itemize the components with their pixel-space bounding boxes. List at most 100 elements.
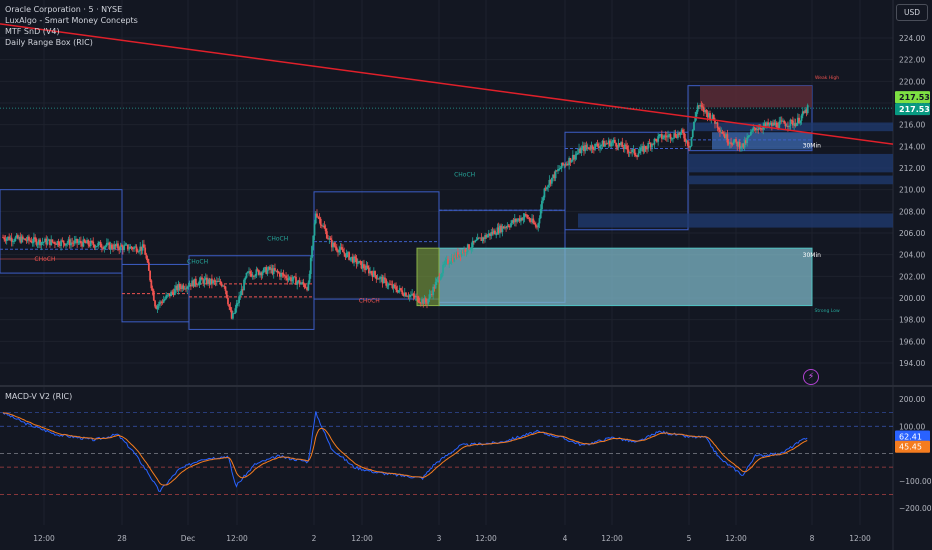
chart-annotation: Weak High xyxy=(815,75,839,81)
candle-body xyxy=(243,279,245,291)
candle-body xyxy=(391,284,394,289)
candle-body xyxy=(704,109,707,113)
candle-body xyxy=(211,278,213,284)
candle-body xyxy=(782,120,784,122)
candle-body xyxy=(711,114,714,119)
candle-body xyxy=(590,145,593,150)
candle-body xyxy=(316,213,318,217)
candle-body xyxy=(351,256,354,263)
candle-body xyxy=(246,271,249,273)
candle-body xyxy=(798,117,800,124)
candle-body xyxy=(194,278,197,285)
candle-body xyxy=(689,146,692,148)
candle-body xyxy=(31,242,34,244)
candle-body xyxy=(337,250,339,253)
candle-body xyxy=(120,245,123,247)
candle-body xyxy=(52,242,55,243)
candle-body xyxy=(597,146,600,148)
candle-body xyxy=(271,268,274,274)
candle-body xyxy=(707,113,710,118)
candle-body xyxy=(543,188,546,198)
candle-body xyxy=(396,289,399,293)
macd-title[interactable]: MACD-V V2 (RIC) xyxy=(5,392,73,401)
candle-body xyxy=(690,137,693,147)
candle-body xyxy=(13,240,16,242)
candle-body xyxy=(746,137,749,143)
candle-body xyxy=(482,237,485,240)
lightning-icon[interactable]: ⚡ xyxy=(803,369,819,385)
candle-body xyxy=(527,217,530,219)
indicator-daily-range-box[interactable]: Daily Range Box (RIC) xyxy=(5,38,93,47)
candle-body xyxy=(5,238,8,241)
currency-button[interactable]: USD xyxy=(896,4,928,21)
candle-body xyxy=(485,235,488,238)
candle-body xyxy=(323,225,326,229)
candle-body xyxy=(207,279,210,284)
candle-body xyxy=(124,244,127,246)
candle-body xyxy=(20,236,23,243)
candle-body xyxy=(658,134,661,137)
candle-body xyxy=(8,236,11,241)
candle-body xyxy=(801,111,804,116)
candle-body xyxy=(602,140,605,147)
candle-body xyxy=(717,127,720,130)
candle-body xyxy=(128,248,130,250)
candle-body xyxy=(259,272,262,275)
candle-body xyxy=(691,130,694,138)
supply-demand-zone xyxy=(688,153,893,173)
candle-body xyxy=(230,310,233,319)
candle-body xyxy=(144,247,147,255)
candle-body xyxy=(756,129,758,131)
candle-body xyxy=(251,275,254,277)
candle-body xyxy=(421,299,423,303)
candle-body xyxy=(768,124,771,126)
candle-body xyxy=(772,122,774,126)
indicator-smc[interactable]: LuxAlgo - Smart Money Concepts xyxy=(5,16,138,25)
candle-body xyxy=(329,238,332,240)
candle-body xyxy=(780,120,783,122)
candle-body xyxy=(82,239,85,247)
candle-body xyxy=(240,289,243,296)
candle-body xyxy=(359,260,362,262)
demand-zone-30min xyxy=(438,247,813,307)
candle-body xyxy=(375,275,378,279)
candle-body xyxy=(298,280,301,285)
candle-body xyxy=(506,225,509,228)
candle-body xyxy=(639,147,642,152)
candle-body xyxy=(104,245,107,247)
candle-body xyxy=(244,277,247,280)
candle-body xyxy=(318,217,321,219)
candle-body xyxy=(595,143,598,145)
last-price-badge-2 xyxy=(895,103,930,116)
candle-body xyxy=(327,238,329,240)
candle-body xyxy=(164,298,166,301)
candle-body xyxy=(534,224,537,227)
candle-body xyxy=(747,136,750,138)
candle-body xyxy=(374,271,376,276)
candle-body xyxy=(513,218,516,223)
candle-body xyxy=(646,148,648,150)
candle-body xyxy=(787,125,789,127)
candle-body xyxy=(448,263,451,265)
axes: 224.00222.00220.00218.00216.00214.00212.… xyxy=(33,34,930,543)
candle-body xyxy=(793,123,796,126)
candle-body xyxy=(201,277,203,280)
candle-body xyxy=(764,123,767,126)
indicator-mtf-snd[interactable]: MTF SnD (V4) xyxy=(5,27,60,36)
candle-body xyxy=(594,143,596,150)
candle-body xyxy=(636,156,639,158)
symbol-title[interactable]: Oracle Corporation · 5 · NYSE xyxy=(5,5,123,14)
price-tick-label: 206.00 xyxy=(899,229,925,238)
candle-body xyxy=(224,286,227,291)
candle-body xyxy=(100,247,103,249)
candle-body xyxy=(612,139,615,142)
candle-body xyxy=(743,140,746,148)
candle-body xyxy=(115,243,118,247)
time-tick-label: 4 xyxy=(563,534,568,543)
candle-body xyxy=(412,293,415,296)
candle-body xyxy=(565,163,568,166)
candle-body xyxy=(45,238,48,245)
candle-body xyxy=(84,242,87,244)
candle-body xyxy=(600,144,603,147)
